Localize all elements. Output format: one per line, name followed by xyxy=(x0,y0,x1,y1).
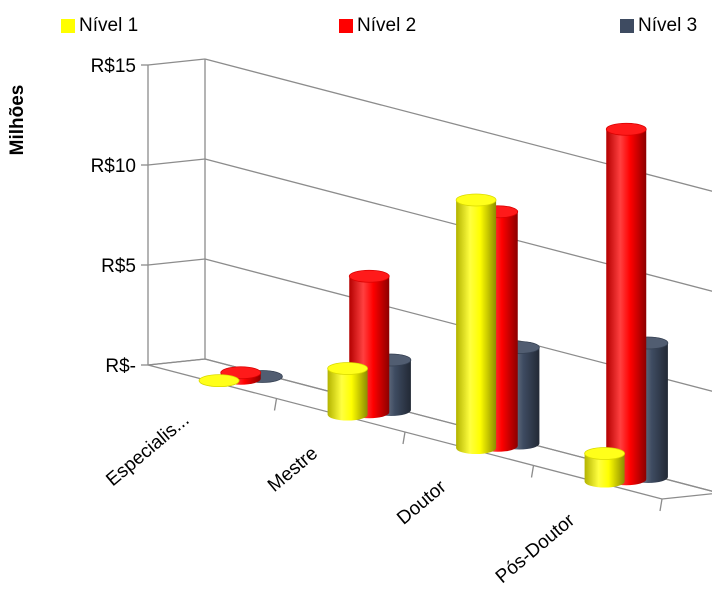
legend-label-nivel-2: Nível 2 xyxy=(357,15,417,36)
legend-label-nivel-1: Nível 1 xyxy=(79,15,139,36)
side-gridline xyxy=(147,58,206,66)
side-gridline xyxy=(147,158,206,166)
bar-series-group xyxy=(198,122,669,488)
side-gridline xyxy=(147,258,206,266)
legend-item-nivel-1: Nível 1 xyxy=(61,14,138,38)
bar-doutor-s1 xyxy=(455,193,497,455)
bar-top xyxy=(198,374,240,388)
bar-body xyxy=(606,123,647,486)
bar-body xyxy=(327,362,368,421)
x-tick-label: Mestre xyxy=(264,443,322,496)
x-tick-label: Doutor xyxy=(393,476,451,529)
legend-swatch-nivel-2 xyxy=(339,19,353,33)
bar-top xyxy=(348,269,390,283)
bar-p-s-doutor-s2 xyxy=(605,122,647,486)
legend-label-nivel-3: Nível 3 xyxy=(638,15,698,36)
y-tick-label: R$- xyxy=(105,356,136,377)
x-tick-label: Pós-Doutor xyxy=(492,510,580,588)
x-tick-mark xyxy=(530,465,535,478)
legend-swatch-nivel-3 xyxy=(620,19,634,33)
x-tick-mark xyxy=(273,398,278,411)
y-tick-label: R$5 xyxy=(101,256,136,277)
x-tick-mark xyxy=(402,431,406,445)
legend-item-nivel-2: Nível 2 xyxy=(339,14,416,38)
y-tick-label: R$15 xyxy=(91,56,136,77)
x-tick-label: Especialis... xyxy=(102,409,193,490)
chart-floor xyxy=(147,358,712,500)
bar-body xyxy=(456,194,497,455)
bar-p-s-doutor-s1 xyxy=(584,447,625,488)
bar-top xyxy=(327,362,368,375)
legend-swatch-nivel-1 xyxy=(61,19,75,33)
legend-item-nivel-3: Nível 3 xyxy=(620,14,697,38)
y-tick-label: R$10 xyxy=(91,156,136,177)
bar-top xyxy=(584,447,625,460)
bar-top xyxy=(455,193,497,207)
bar-mestre-s1 xyxy=(327,362,368,421)
bar-especialis--s1 xyxy=(198,374,240,388)
bar-top xyxy=(605,122,647,136)
x-tick-mark xyxy=(659,498,663,512)
